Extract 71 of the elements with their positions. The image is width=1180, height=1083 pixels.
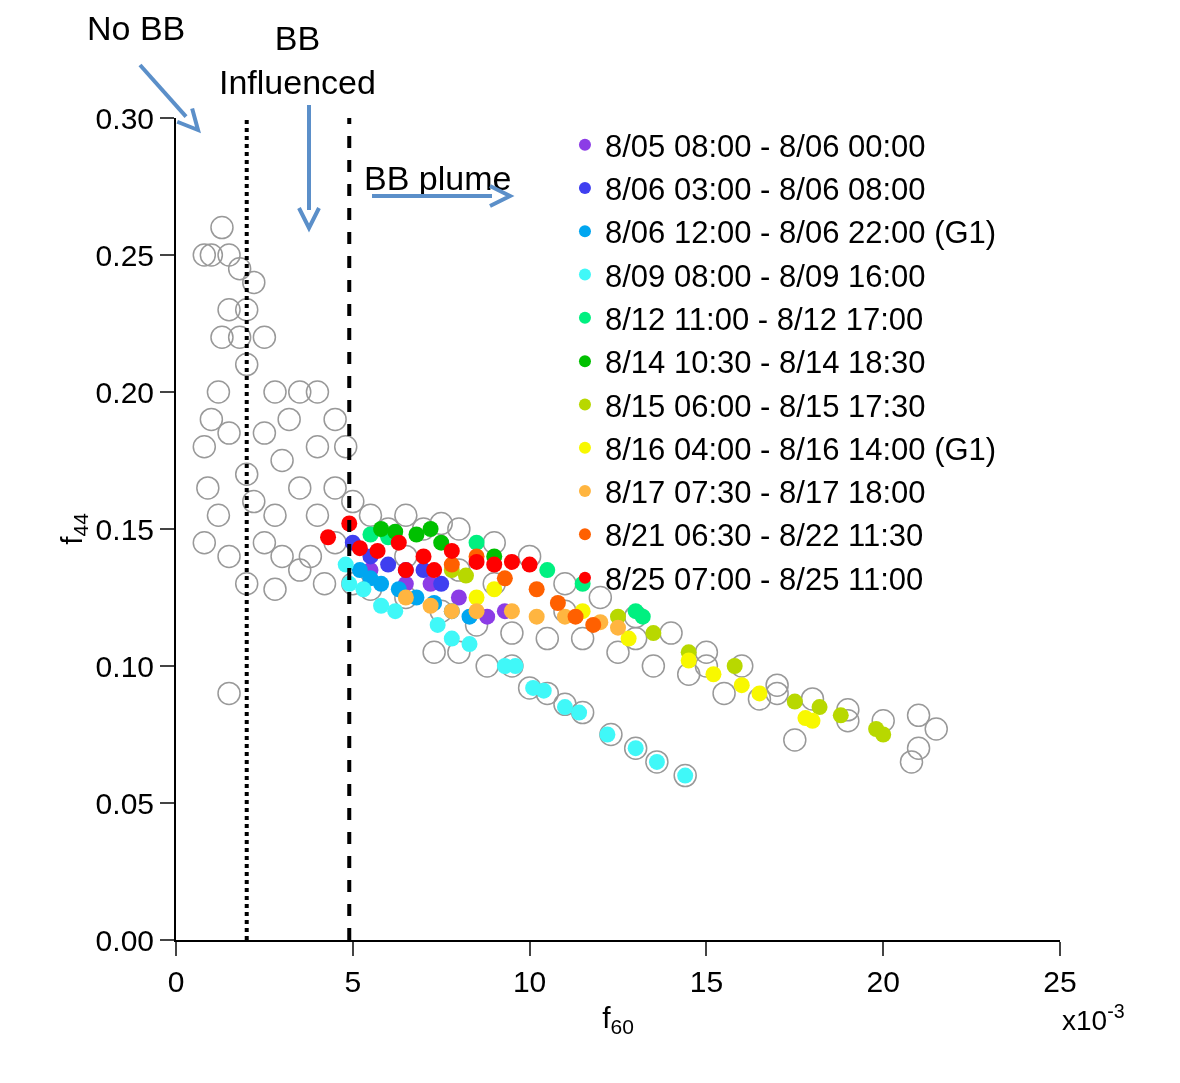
point: [373, 597, 390, 614]
point: [733, 677, 750, 694]
text: x10$^{-3}$: [1062, 1000, 1125, 1036]
point: [422, 597, 439, 614]
point: [468, 534, 485, 551]
point: [486, 556, 503, 573]
text: BB Influenced: [219, 19, 376, 102]
y-tick-label: 0.30: [95, 101, 154, 135]
legend-label: 8/21 06:30 - 8/22 11:30: [604, 518, 924, 554]
legend-label: 8/16 04:00 - 8/16 14:00 (G1): [604, 431, 997, 467]
point: [468, 603, 485, 620]
point: [355, 581, 372, 598]
point: [337, 556, 354, 573]
point: [804, 712, 821, 729]
y-tick-label: 0.05: [95, 786, 154, 820]
point: [645, 625, 662, 642]
x-tick-label: 0: [167, 965, 185, 998]
annotation: BB plume: [364, 159, 512, 197]
point: [786, 693, 803, 710]
point: [390, 534, 407, 551]
point: [610, 619, 626, 636]
point: [433, 534, 450, 551]
legend-label: 8/15 06:00 - 8/15 17:30: [604, 388, 926, 424]
point: [528, 581, 545, 598]
point: [443, 630, 460, 647]
point: [351, 540, 368, 557]
y-tick-label: 0.20: [95, 375, 154, 409]
point: [503, 603, 520, 620]
point: [528, 608, 545, 625]
point: [380, 556, 397, 573]
y-tick-label: 0.25: [95, 238, 154, 272]
point: [351, 562, 368, 579]
point: [567, 608, 584, 625]
y-tick-label: 0.10: [95, 649, 154, 683]
point: [426, 562, 443, 579]
x-tick-label: 10: [512, 965, 547, 998]
point: [468, 553, 485, 570]
legend-label: 8/06 03:00 - 8/06 08:00: [604, 172, 926, 208]
x-tick-label: 5: [344, 965, 362, 998]
point: [433, 575, 450, 592]
point: [450, 589, 467, 606]
point: [875, 726, 892, 743]
point: [680, 652, 697, 669]
point: [539, 562, 556, 579]
point: [503, 553, 520, 570]
x-tick-label: 20: [866, 965, 900, 998]
legend-label: 8/12 11:00 - 8/12 17:00: [604, 301, 924, 337]
point: [461, 636, 478, 653]
legend-label: 8/14 10:30 - 8/14 18:30: [604, 345, 926, 381]
text: No BB: [87, 9, 186, 47]
legend-label: 8/05 08:00 - 8/06 00:00: [604, 128, 926, 164]
x-axis-title: f$_{60}$: [602, 1001, 634, 1039]
point: [429, 616, 446, 633]
point: [496, 570, 513, 587]
legend-label: 8/09 08:00 - 8/09 16:00: [604, 258, 926, 294]
legend-label: 8/25 07:00 - 8/25 11:00: [604, 561, 924, 597]
point: [369, 542, 386, 559]
y-tick-label: 0.00: [95, 923, 154, 957]
x-tick-label: 15: [689, 965, 724, 998]
x-tick-label: 25: [1043, 965, 1077, 998]
point: [373, 521, 390, 537]
point: [585, 616, 602, 633]
point: [620, 630, 637, 647]
legend-label: 8/06 12:00 - 8/06 22:00 (G1): [604, 215, 997, 251]
legend-label: 8/17 07:30 - 8/17 18:00: [604, 475, 926, 511]
point: [443, 542, 460, 559]
point: [521, 556, 538, 573]
point: [387, 603, 404, 620]
point: [468, 589, 485, 606]
point: [415, 548, 432, 565]
y-tick-label: 0.15: [95, 512, 154, 546]
